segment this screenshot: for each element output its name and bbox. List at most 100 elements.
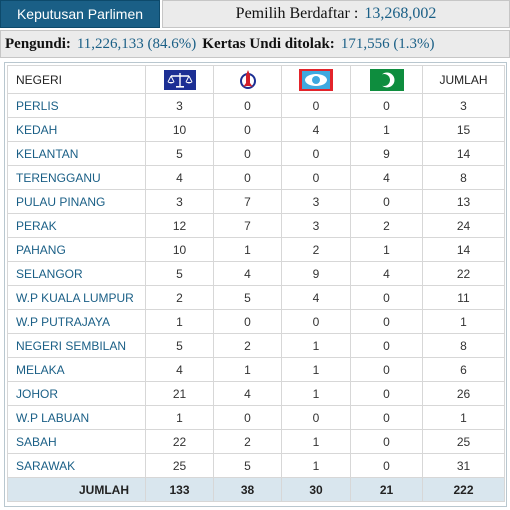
seats-dap: 7 [213, 213, 282, 238]
state-name-link[interactable]: KELANTAN [7, 141, 146, 166]
seats-total: 22 [422, 261, 505, 286]
pas-moon-logo-icon [369, 68, 404, 91]
seats-bn: 21 [145, 381, 214, 406]
seats-total: 26 [422, 381, 505, 406]
state-name-link[interactable]: MELAKA [7, 357, 146, 382]
results-panel: NEGERI [4, 62, 507, 507]
seats-pkr: 1 [281, 429, 351, 454]
seats-pas: 1 [350, 117, 423, 142]
state-name-link[interactable]: PAHANG [7, 237, 146, 262]
seats-total: 14 [422, 141, 505, 166]
table-header-row: NEGERI [7, 65, 505, 94]
totals-row: JUMLAH 133 38 30 21 222 [7, 477, 505, 502]
total-dap: 38 [213, 477, 282, 502]
state-name-link[interactable]: SABAH [7, 429, 146, 454]
seats-pas: 0 [350, 405, 423, 430]
column-header-bn [145, 65, 214, 94]
pkr-eye-logo-icon [299, 68, 333, 91]
state-name-link[interactable]: SARAWAK [7, 453, 146, 478]
seats-pkr: 0 [281, 165, 351, 190]
seats-total: 13 [422, 189, 505, 214]
table-row: KELANTAN 5 0 0 9 14 [7, 141, 505, 166]
column-header-dap [213, 65, 282, 94]
seats-pkr: 1 [281, 333, 351, 358]
seats-pkr: 2 [281, 237, 351, 262]
table-row: SARAWAK 25 5 1 0 31 [7, 453, 505, 478]
state-name-link[interactable]: W.P LABUAN [7, 405, 146, 430]
seats-bn: 5 [145, 141, 214, 166]
table-row: NEGERI SEMBILAN 5 2 1 0 8 [7, 333, 505, 358]
seats-pas: 0 [350, 189, 423, 214]
state-name-link[interactable]: NEGERI SEMBILAN [7, 333, 146, 358]
turnout-label: Pengundi: [5, 35, 71, 52]
state-name-link[interactable]: W.P PUTRAJAYA [7, 309, 146, 334]
rejected-ballots-label: Kertas Undi ditolak: [202, 35, 335, 52]
seats-pkr: 4 [281, 285, 351, 310]
column-header-state: NEGERI [7, 65, 146, 94]
seats-dap: 0 [213, 93, 282, 118]
seats-pkr: 1 [281, 381, 351, 406]
seats-total: 8 [422, 333, 505, 358]
seats-pas: 1 [350, 237, 423, 262]
state-name-link[interactable]: PERLIS [7, 93, 146, 118]
column-header-pas [350, 65, 423, 94]
registered-voters-box: Pemilih Berdaftar : 13,268,002 [162, 0, 510, 28]
dap-rocket-logo-icon [236, 69, 260, 91]
table-row: MELAKA 4 1 1 0 6 [7, 357, 505, 382]
total-pkr: 30 [281, 477, 351, 502]
seats-bn: 4 [145, 165, 214, 190]
seats-pas: 4 [350, 261, 423, 286]
seats-total: 14 [422, 237, 505, 262]
seats-dap: 1 [213, 237, 282, 262]
seats-pas: 2 [350, 213, 423, 238]
seats-dap: 2 [213, 429, 282, 454]
seats-dap: 0 [213, 309, 282, 334]
total-pas: 21 [350, 477, 423, 502]
total-all: 222 [422, 477, 505, 502]
table-row: W.P LABUAN 1 0 0 0 1 [7, 405, 505, 430]
seats-pkr: 0 [281, 405, 351, 430]
seats-bn: 5 [145, 261, 214, 286]
seats-pas: 0 [350, 453, 423, 478]
state-name-link[interactable]: PULAU PINANG [7, 189, 146, 214]
seats-bn: 4 [145, 357, 214, 382]
state-name-link[interactable]: SELANGOR [7, 261, 146, 286]
state-name-link[interactable]: TERENGGANU [7, 165, 146, 190]
seats-dap: 0 [213, 165, 282, 190]
state-name-link[interactable]: KEDAH [7, 117, 146, 142]
seats-total: 15 [422, 117, 505, 142]
seats-bn: 22 [145, 429, 214, 454]
state-name-link[interactable]: PERAK [7, 213, 146, 238]
seats-pas: 0 [350, 309, 423, 334]
seats-dap: 7 [213, 189, 282, 214]
state-name-link[interactable]: W.P KUALA LUMPUR [7, 285, 146, 310]
registered-voters-value: 13,268,002 [364, 5, 437, 22]
seats-pas: 0 [350, 333, 423, 358]
tab-keputusan-parlimen[interactable]: Keputusan Parlimen [0, 0, 160, 28]
table-row: W.P KUALA LUMPUR 2 5 4 0 11 [7, 285, 505, 310]
seats-dap: 5 [213, 453, 282, 478]
totals-label: JUMLAH [7, 477, 146, 502]
seats-total: 24 [422, 213, 505, 238]
table-row: PAHANG 10 1 2 1 14 [7, 237, 505, 262]
seats-dap: 0 [213, 141, 282, 166]
column-header-total: JUMLAH [422, 65, 505, 94]
seats-pas: 9 [350, 141, 423, 166]
seats-bn: 12 [145, 213, 214, 238]
registered-voters-label: Pemilih Berdaftar : [235, 5, 359, 22]
table-row: KEDAH 10 0 4 1 15 [7, 117, 505, 142]
table-row: TERENGGANU 4 0 0 4 8 [7, 165, 505, 190]
seats-bn: 2 [145, 285, 214, 310]
seats-total: 25 [422, 429, 505, 454]
seats-pas: 0 [350, 429, 423, 454]
seats-total: 1 [422, 405, 505, 430]
seats-dap: 0 [213, 405, 282, 430]
seats-pkr: 0 [281, 93, 351, 118]
seats-dap: 5 [213, 285, 282, 310]
seats-dap: 4 [213, 261, 282, 286]
seats-total: 3 [422, 93, 505, 118]
seats-pkr: 0 [281, 309, 351, 334]
state-name-link[interactable]: JOHOR [7, 381, 146, 406]
seats-pas: 0 [350, 381, 423, 406]
table-row: JOHOR 21 4 1 0 26 [7, 381, 505, 406]
